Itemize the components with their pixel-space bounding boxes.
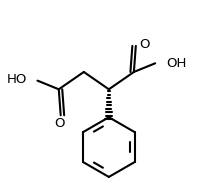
Text: OH: OH — [166, 57, 186, 70]
Text: O: O — [54, 117, 65, 130]
Text: O: O — [140, 38, 150, 51]
Text: HO: HO — [7, 73, 27, 86]
